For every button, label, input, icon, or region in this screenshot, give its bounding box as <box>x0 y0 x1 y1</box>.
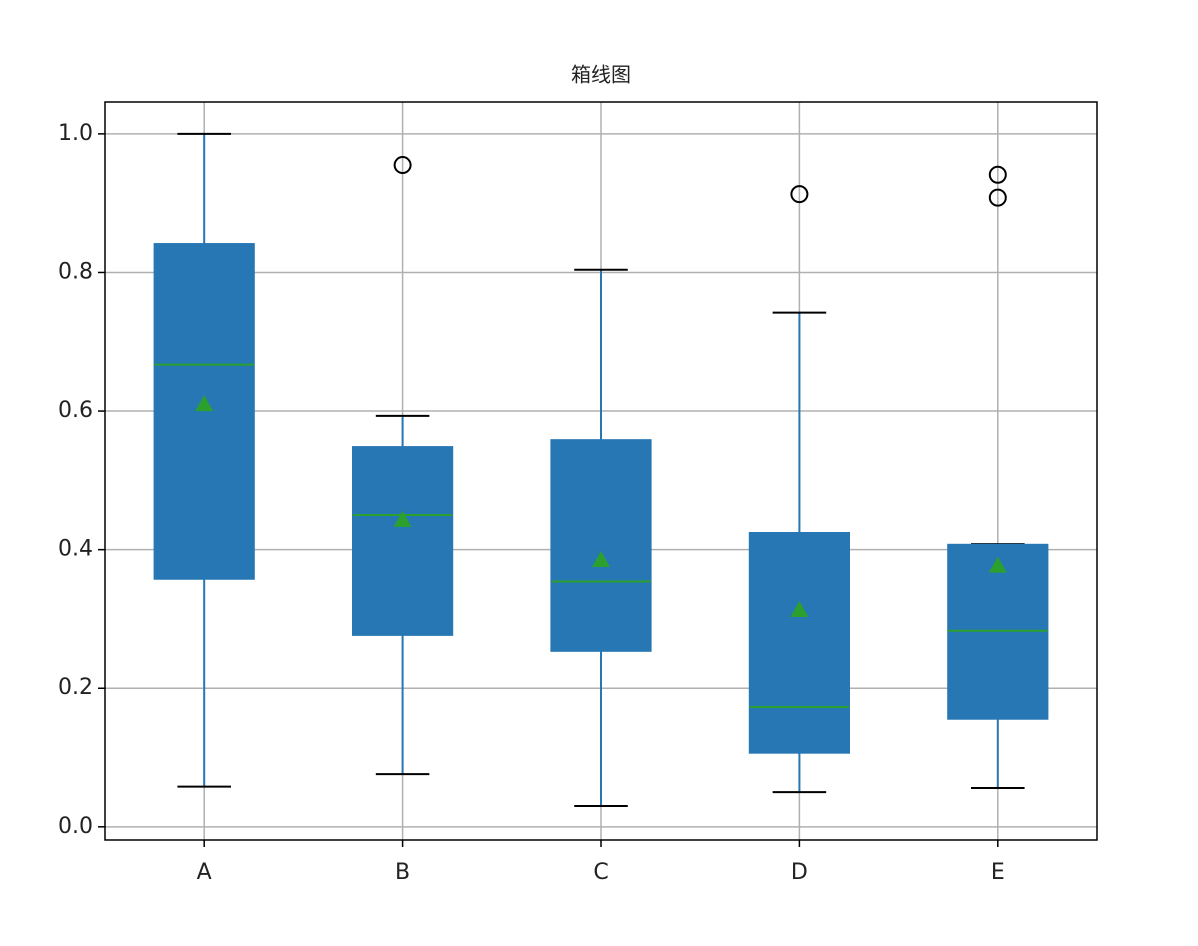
box <box>352 446 454 636</box>
box <box>550 439 652 652</box>
mean-marker <box>393 510 412 527</box>
chart-title: 箱线图 <box>571 63 631 87</box>
mean-marker <box>790 600 809 617</box>
y-tick-label: 0.6 <box>58 398 93 423</box>
y-tick-label: 0.4 <box>58 537 93 562</box>
outlier <box>988 165 1007 184</box>
box <box>748 532 850 754</box>
y-tick-label: 0.8 <box>58 259 93 284</box>
outlier <box>393 156 412 175</box>
mean-marker <box>592 551 610 568</box>
x-tick-label: C <box>593 860 608 885</box>
y-tick-label: 0.0 <box>58 814 93 839</box>
box <box>947 543 1049 720</box>
x-tick-label: A <box>197 860 212 885</box>
outlier <box>790 185 809 204</box>
x-tick-label: E <box>991 860 1005 885</box>
mean-marker <box>195 395 214 412</box>
x-tick-label: D <box>791 860 808 885</box>
box <box>153 243 255 580</box>
plot-frame <box>104 101 1098 841</box>
outlier <box>988 188 1007 207</box>
y-tick-label: 1.0 <box>58 121 93 146</box>
y-tick-label: 0.2 <box>58 675 93 700</box>
x-tick-label: B <box>395 860 410 885</box>
mean-marker <box>988 556 1007 573</box>
